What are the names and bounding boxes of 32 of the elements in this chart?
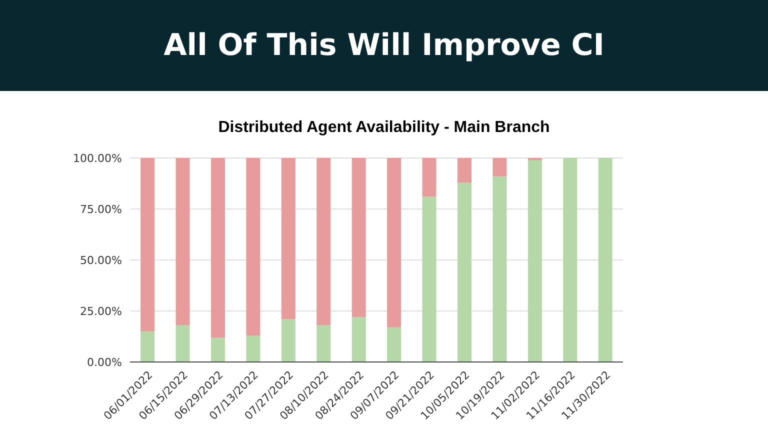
bar <box>563 158 578 362</box>
bar <box>176 158 190 326</box>
bar <box>492 176 507 362</box>
y-tick-label: 100.00% <box>73 152 122 165</box>
bar <box>598 158 612 362</box>
chart-subtitle: Distributed Agent Availability - Main Branch <box>218 119 550 136</box>
bar <box>457 182 472 362</box>
bar <box>387 327 402 362</box>
bar <box>492 158 507 176</box>
bar <box>422 196 436 362</box>
bar <box>457 158 472 182</box>
y-tick-label: 0.00% <box>87 356 122 369</box>
bar <box>281 319 296 362</box>
bar <box>528 160 542 362</box>
bar <box>387 158 402 328</box>
bar <box>316 325 331 362</box>
bar <box>176 325 190 362</box>
bar <box>422 158 436 197</box>
y-tick-label: 25.00% <box>80 304 122 318</box>
bar <box>140 158 155 332</box>
bar <box>210 158 225 338</box>
bar <box>316 158 331 326</box>
bar <box>352 158 366 318</box>
bar <box>246 158 260 336</box>
y-tick-label: 75.00% <box>80 202 122 216</box>
bar <box>246 335 260 362</box>
chart-title: All Of This Will Improve CI <box>164 28 604 63</box>
bar <box>352 317 366 362</box>
bar <box>140 331 155 362</box>
y-tick-label: 50.00% <box>80 254 122 267</box>
bar <box>281 158 296 320</box>
bar <box>210 338 225 362</box>
